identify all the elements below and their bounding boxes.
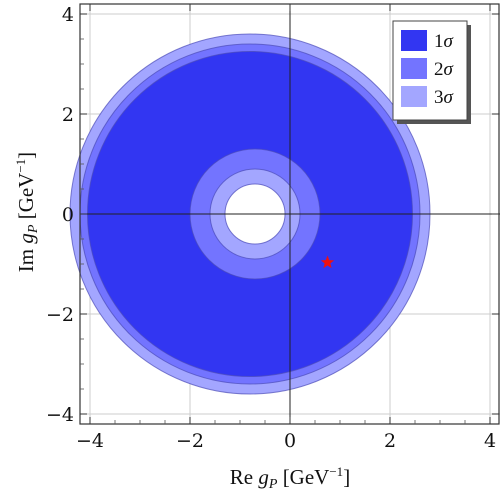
legend-label: 2σ [434,59,454,80]
y-axis-label: Im gP [GeV−1] [13,152,41,272]
x-tick-label: 0 [284,430,296,452]
y-tick-label: 2 [62,104,74,126]
x-axis-label: Re gP [GeV−1] [230,464,350,492]
x-tick-label: 2 [384,430,396,452]
legend-swatch [401,86,427,107]
star-marker [320,255,335,269]
y-tick-label: −4 [46,404,74,426]
legend-swatch [401,30,427,51]
legend-label: 3σ [434,87,454,108]
x-tick-label: −4 [76,430,104,452]
y-tick-label: −2 [46,304,74,326]
y-tick-label: 0 [62,204,74,226]
best-fit-marker [320,255,335,269]
x-tick-label: −2 [176,430,204,452]
axes [80,4,500,424]
ticks: −4 −2 0 2 4 −4 −2 0 2 4 [46,4,499,452]
legend-label: 1σ [434,31,454,52]
confidence-regions [69,33,431,395]
x-tick-label: 4 [484,430,496,452]
y-tick-label: 4 [62,4,74,26]
legend-swatch [401,58,427,79]
legend: 1σ 2σ 3σ [392,20,471,124]
